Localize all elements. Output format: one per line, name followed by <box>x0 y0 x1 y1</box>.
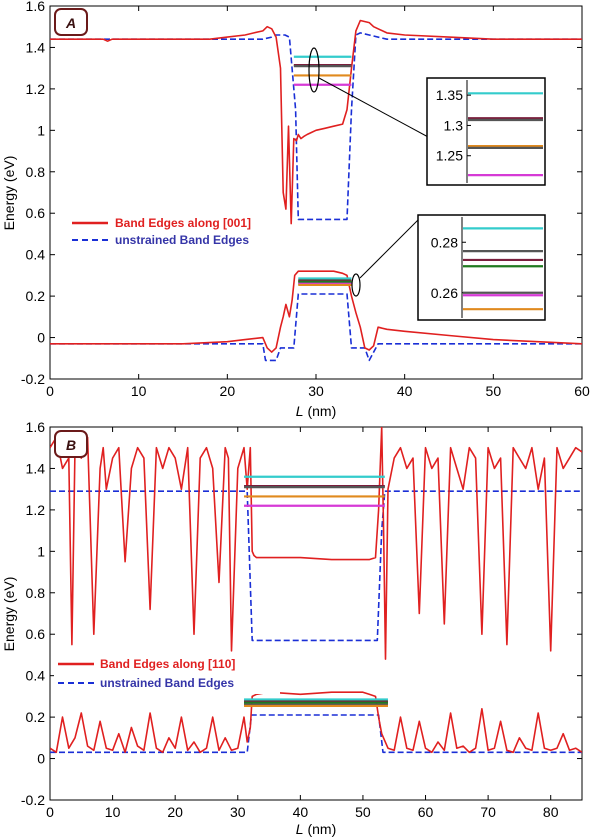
panel-a-ytick-label: 1 <box>37 122 45 138</box>
panel-b-xtick-label: 50 <box>355 804 371 820</box>
panel-a-ylabel: Energy (eV) <box>1 156 17 231</box>
inset-upper: 1.35 1.3 1.25 <box>426 77 546 186</box>
panel-b-xtick-label: 70 <box>480 804 496 820</box>
panel-b-plot-area <box>49 426 583 801</box>
panel-a-ytick-label: 1.2 <box>26 81 46 97</box>
panel-b-xtick-label: 0 <box>46 804 54 820</box>
panel-a-label-box: A <box>54 8 88 36</box>
panel-b-xtick-label: 30 <box>230 804 246 820</box>
panel-a-plot-area <box>49 5 583 380</box>
legend-a-label-blue: unstrained Band Edges <box>115 233 249 247</box>
panel-a-clip-group <box>50 19 582 362</box>
panel-a-ytick-label: 0.8 <box>26 164 46 180</box>
zoom-ellipse-upper <box>308 47 320 93</box>
panel-a-xlabel-unit: (nm) <box>304 403 337 419</box>
panel-a-series <box>50 19 582 362</box>
panel-a-legend: Band Edges along [001] unstrained Band E… <box>72 216 251 247</box>
panel-b-label: B <box>66 437 76 453</box>
panel-a-series-unstrained-segment <box>50 293 582 362</box>
panel-b-xtick-label: 80 <box>543 804 559 820</box>
zoom-connector-upper <box>318 77 431 139</box>
panel-a-xtick-label: 20 <box>220 383 236 399</box>
panel-b-series-unstrained-segment <box>50 490 582 642</box>
panel-b-label-box: B <box>54 430 88 458</box>
panel-b-series-strained-segment <box>50 691 582 754</box>
panel-a-label: A <box>65 15 76 31</box>
panel-a-ticks: 0 10 20 30 40 50 60-0.200.20.40.60.811.21.41.6 <box>21 0 590 399</box>
panel-b-ytick-label: 1.4 <box>26 460 46 476</box>
panel-b-ytick-label: 0 <box>37 751 45 767</box>
inset-1-tick-label: 1.35 <box>436 87 463 103</box>
panel-b-ytick-label: 1.6 <box>26 419 46 435</box>
panel-b-ytick-label: 0.8 <box>26 585 46 601</box>
inset-upper-box <box>426 77 546 186</box>
panel-b-series-strained-segment <box>50 427 582 660</box>
panel-b-series-unstrained-segment <box>50 714 582 754</box>
panel-b-ytick-label: 0.2 <box>26 709 46 725</box>
panel-a: 0 10 20 30 40 50 60-0.200.20.40.60.811.21.41.6… <box>1 0 590 419</box>
inset-upper-content: 1.35 1.3 1.25 <box>436 87 543 177</box>
panel-a-ytick-label: 0.6 <box>26 205 46 221</box>
panel-a-ytick-label: 1.6 <box>26 0 46 14</box>
panel-b-clip-group <box>50 427 582 754</box>
panel-a-ytick-label: 0.2 <box>26 288 46 304</box>
panel-a-ytick-label: 0.4 <box>26 247 46 263</box>
panel-a-series-unstrained-segment <box>50 32 582 221</box>
panel-a-ytick-label: 1.4 <box>26 39 46 55</box>
inset-2-tick-label: 0.26 <box>431 285 458 301</box>
inset-lower: 0.28 0.26 <box>417 214 546 321</box>
panel-b-ticks: 0 10 20 30 40 50 60 70 80-0.200.20.40.60.811.21.… <box>21 419 582 820</box>
zoom-connector-lower <box>359 217 421 279</box>
panel-b: 0 10 20 30 40 50 60 70 80-0.200.20.40.60.811.21.… <box>1 419 583 837</box>
panel-b-ytick-label: -0.2 <box>21 792 45 808</box>
panel-b-ytick-label: 0.4 <box>26 668 46 684</box>
panel-a-xlabel-var: L <box>296 403 304 419</box>
zoom-ellipse-lower <box>351 273 361 297</box>
panel-b-series <box>50 427 582 754</box>
inset-lower-content: 0.28 0.26 <box>431 227 543 311</box>
panel-a-ytick-label: 0 <box>37 330 45 346</box>
panel-b-ylabel: Energy (eV) <box>1 577 17 652</box>
panel-a-ytick-label: -0.2 <box>21 371 45 387</box>
panel-a-xtick-label: 0 <box>46 383 54 399</box>
legend-b-label-red: Band Edges along [110] <box>100 657 235 671</box>
panel-a-xtick-label: 60 <box>574 383 590 399</box>
panel-a-series-strained-segment <box>50 19 582 225</box>
inset-1-tick-label: 1.25 <box>436 148 463 164</box>
panel-b-xtick-label: 40 <box>293 804 309 820</box>
panel-b-xlabel-unit: (nm) <box>304 821 337 837</box>
inset-lower-box <box>417 214 546 321</box>
panel-a-xtick-label: 30 <box>308 383 324 399</box>
panel-a-xtick-label: 50 <box>486 383 502 399</box>
panel-b-xlabel-var: L <box>296 821 304 837</box>
panel-b-xtick-label: 20 <box>167 804 183 820</box>
panel-b-xtick-label: 60 <box>418 804 434 820</box>
panel-b-legend: Band Edges along [110] unstrained Band E… <box>54 654 280 694</box>
panel-a-series-strained-segment <box>50 270 582 353</box>
inset-2-tick-label: 0.28 <box>431 234 458 250</box>
panel-b-legend-bg <box>54 654 280 694</box>
panel-b-ytick-label: 1.2 <box>26 502 46 518</box>
panel-a-xtick-label: 10 <box>131 383 147 399</box>
legend-a-label-red: Band Edges along [001] <box>115 216 251 230</box>
panel-a-xtick-label: 40 <box>397 383 413 399</box>
inset-1-tick-label: 1.3 <box>444 117 464 133</box>
panel-a-xlabel: L (nm) <box>296 403 336 419</box>
panel-b-xtick-label: 10 <box>105 804 121 820</box>
panel-b-ytick-label: 0.6 <box>26 626 46 642</box>
panel-b-ytick-label: 1 <box>37 543 45 559</box>
legend-b-label-blue: unstrained Band Edges <box>100 676 234 690</box>
panel-b-xlabel: L (nm) <box>296 821 336 837</box>
